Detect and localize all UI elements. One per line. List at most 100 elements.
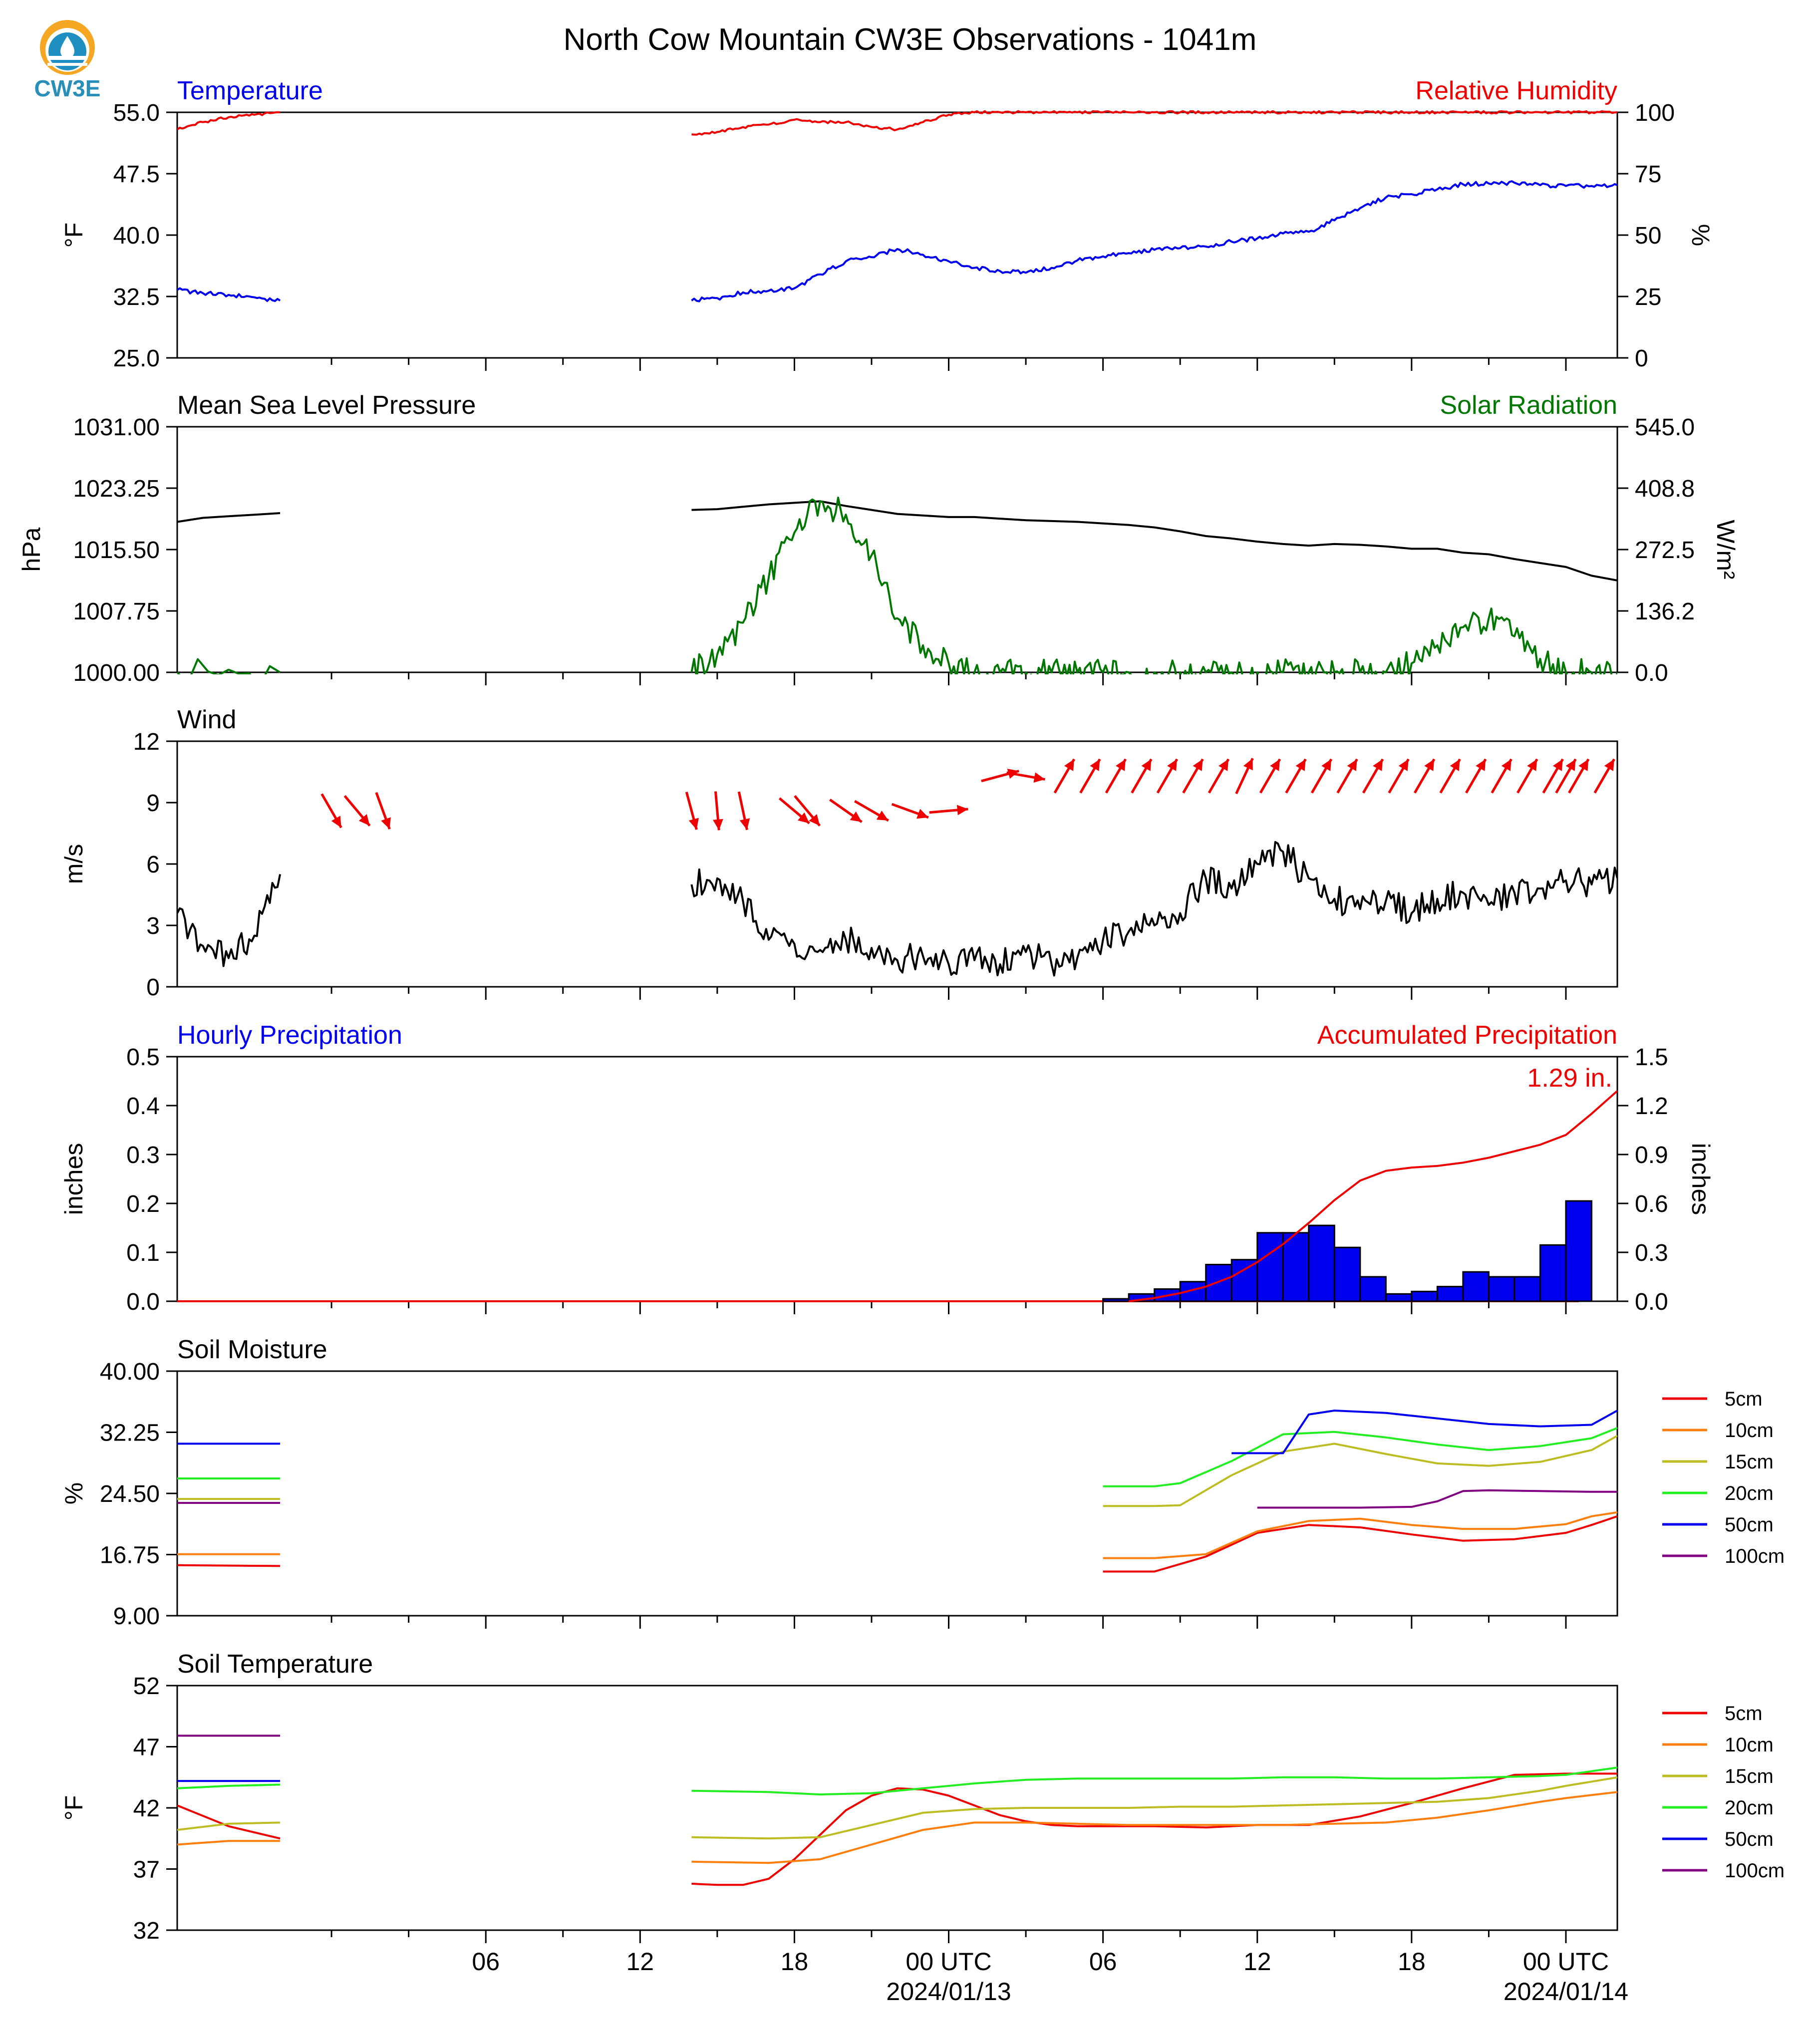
series-line-5cm [177,1804,281,1840]
hourly-precip-bar [1359,1276,1387,1302]
legend-label: 20cm [1725,1482,1774,1504]
hourly-precip-bar [1205,1264,1232,1302]
plot-area [177,1735,1617,1886]
y-tick-label-left: 0.2 [126,1191,160,1217]
hourly-precip-bar [1333,1246,1361,1302]
wind-arrow-head [1295,759,1306,771]
wind-arrow-head [1424,759,1435,771]
y-tick-label-right: 0 [1635,345,1648,372]
accumulated-precip-line [1128,1090,1617,1302]
hourly-precip-bar [1230,1259,1258,1302]
x-date-label: 2024/01/13 [886,1978,1011,2006]
y-tick-label-left: 0.1 [126,1240,160,1266]
y-tick-label-right: 1.2 [1635,1093,1668,1120]
y-tick-label-right: 272.5 [1635,537,1695,564]
hourly-precip-bar [1565,1200,1592,1302]
panel-title-left: Soil Moisture [177,1335,327,1364]
y-tick-label-right: 0.6 [1635,1191,1668,1217]
series-line-speed [177,874,282,967]
chart-panels: 25.0 32.5 40.0 47.5 55.0 0 25 50 75 100 Temperatur… [17,76,1785,2006]
page-title: North Cow Mountain CW3E Observations - 1… [564,22,1257,57]
series-line-mslp [177,512,281,523]
y-tick-label-left: 9 [146,790,160,817]
wind-arrow-head [1450,759,1460,771]
wind-arrow-head [809,814,820,826]
wind-arrow-head [1476,759,1486,771]
wind-arrow-head [1090,759,1100,771]
wind-arrow-head [1218,759,1228,771]
wind-arrow-head [358,814,370,826]
panel-title-right: Accumulated Precipitation [1317,1021,1617,1050]
x-tick-label: 00 UTC [1523,1948,1609,1976]
legend-label: 50cm [1725,1514,1774,1536]
wind-arrow-head [850,811,862,822]
wind-arrow-head [1167,759,1177,771]
wind-arrow-head [688,818,699,830]
hourly-precip-bar [1256,1232,1284,1302]
plot-area [177,110,1617,302]
y-tick-label-left: 16.75 [100,1542,160,1569]
y-tick-label-left: 47 [133,1735,160,1761]
y-axis-label-left: % [60,1482,88,1504]
y-axis-label-left: inches [60,1143,88,1215]
hourly-precip-bar [1539,1244,1567,1302]
panel-soil-moisture: 9.00 16.75 24.50 32.25 40.00 Soil Moisture% 5c… [60,1335,1785,1630]
y-tick-label-left: 47.5 [113,161,160,188]
wind-arrow-head [1064,759,1074,771]
y-tick-label-left: 37 [133,1857,160,1883]
series-line-5cm [1103,1515,1617,1573]
x-tick-label: 12 [626,1948,654,1976]
wind-arrow-head [798,812,810,824]
plot-area [177,1410,1617,1573]
legend-label: 15cm [1725,1765,1774,1787]
x-tick-label: 06 [472,1948,500,1976]
x-tick-label: 12 [1243,1948,1271,1976]
series-line-15cm [1103,1435,1617,1507]
y-tick-label-left: 42 [133,1795,160,1822]
y-tick-label-left: 0.4 [126,1093,160,1120]
legend-label: 15cm [1725,1451,1774,1473]
y-axis-label-right: inches [1687,1143,1715,1215]
y-tick-label-right: 50 [1635,223,1661,249]
legend-label: 5cm [1725,1388,1763,1410]
panel-title-right: Solar Radiation [1440,391,1617,420]
y-tick-label-right: 0.0 [1635,1289,1668,1315]
y-tick-label-right: 25 [1635,284,1661,310]
y-tick-label-left: 52 [133,1673,160,1700]
wind-arrow-head [1270,759,1280,771]
legend-label: 10cm [1725,1734,1774,1756]
y-tick-label-left: 32.5 [113,284,160,310]
hourly-precip-bar [1308,1224,1335,1302]
x-tick-label: 00 UTC [906,1948,991,1976]
series-line-20cm [1103,1427,1617,1487]
wind-arrow-head [1527,759,1537,771]
wind-arrow-head [956,805,968,816]
hourly-precip-bar [1385,1293,1413,1302]
wind-arrow-head [1243,758,1253,771]
panel-precipitation: 0.0 0.1 0.2 0.3 0.4 0.5 0.0 0.3 0.6 0.9 1.2 1.5 Hour… [60,1021,1715,1315]
x-tick-label: 18 [781,1948,809,1976]
y-tick-label-left: 1007.75 [73,598,160,625]
hourly-precip-bar [1282,1232,1310,1302]
y-tick-label-left: 0.5 [126,1044,160,1071]
y-axis-label-right: % [1687,224,1715,246]
y-tick-label-right: 0.9 [1635,1142,1668,1168]
panel-title-left: Temperature [177,76,323,105]
y-tick-label-right: 545.0 [1635,414,1695,441]
wind-arrow-head [1321,759,1331,771]
legend-label: 100cm [1725,1545,1785,1567]
y-tick-label-left: 40.00 [100,1359,160,1385]
y-tick-label-right: 100 [1635,100,1675,126]
series-line-10cm [1103,1511,1617,1559]
hourly-precip-bar [1436,1286,1464,1302]
series-line-10cm [177,1840,281,1846]
y-tick-label-left: 1015.50 [73,537,160,564]
series-line-rh [177,111,281,131]
panel-temperature: 25.0 32.5 40.0 47.5 55.0 0 25 50 75 100 Temperatur… [60,76,1715,372]
y-tick-label-left: 32 [133,1918,160,1944]
series-line-rh [691,110,1617,136]
y-tick-label-right: 0.0 [1635,660,1668,686]
